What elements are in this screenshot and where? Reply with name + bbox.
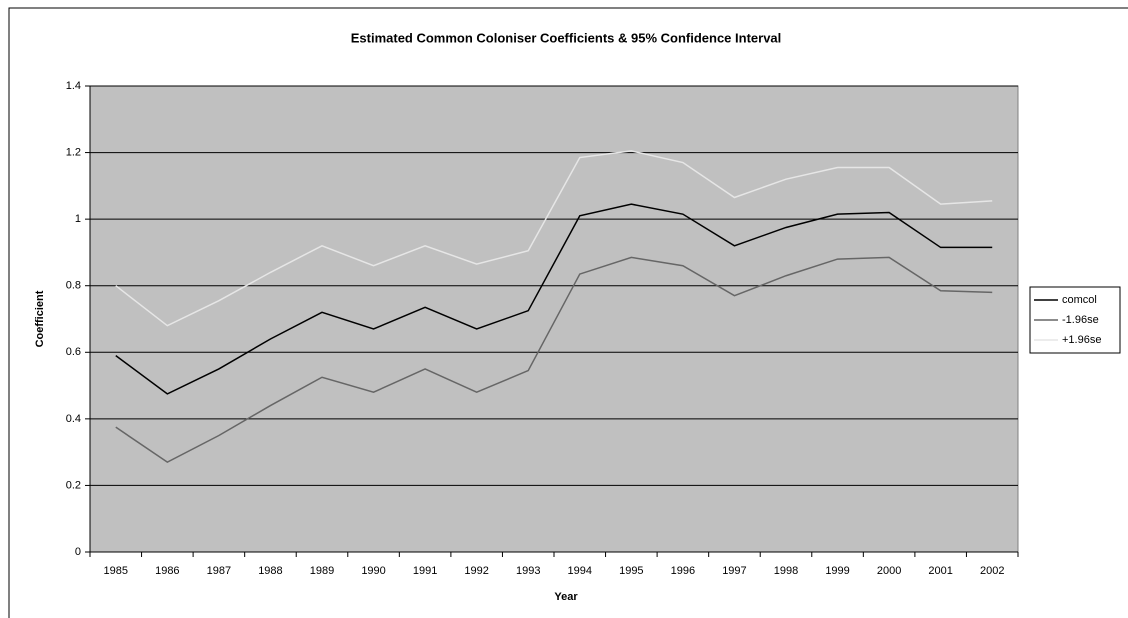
x-tick-label: 1996 (671, 565, 695, 577)
legend-label: -1.96se (1062, 314, 1099, 326)
x-tick-label: 1998 (774, 565, 798, 577)
x-tick-label: 1993 (516, 565, 540, 577)
y-tick-label: 0.6 (66, 346, 81, 358)
chart-title: Estimated Common Coloniser Coefficients … (351, 30, 782, 45)
x-tick-label: 1994 (568, 565, 592, 577)
series-line (115, 256, 993, 463)
x-tick-label: 1997 (722, 565, 746, 577)
plot-area (89, 85, 1019, 553)
x-tick-label: 1999 (825, 565, 849, 577)
y-tick-label: 1.4 (66, 80, 81, 92)
y-tick-label: 0.8 (66, 280, 81, 292)
x-tick-label: 1986 (155, 565, 179, 577)
x-tick-label: 1990 (361, 565, 385, 577)
legend-box (1029, 286, 1121, 354)
y-tick-label: 1.2 (66, 146, 81, 158)
x-tick-label: 1991 (413, 565, 437, 577)
y-tick-label: 0.2 (66, 479, 81, 491)
x-tick-label: 2000 (877, 565, 901, 577)
legend-label: comcol (1062, 294, 1097, 306)
x-tick-label: 2001 (928, 565, 952, 577)
x-tick-label: 1995 (619, 565, 643, 577)
y-tick-label: 1 (75, 213, 81, 225)
y-tick-label: 0.4 (66, 413, 81, 425)
y-tick-label: 0 (75, 546, 81, 558)
series-line (115, 203, 993, 395)
series-line (115, 150, 993, 327)
x-tick-label: 1985 (104, 565, 128, 577)
x-axis-label: Year (554, 591, 578, 603)
x-tick-label: 2002 (980, 565, 1004, 577)
x-tick-label: 1992 (464, 565, 488, 577)
x-tick-label: 1989 (310, 565, 334, 577)
x-tick-label: 1987 (207, 565, 231, 577)
legend-label: +1.96se (1062, 334, 1101, 346)
x-tick-label: 1988 (258, 565, 282, 577)
y-axis-label: Coefficient (34, 290, 46, 347)
